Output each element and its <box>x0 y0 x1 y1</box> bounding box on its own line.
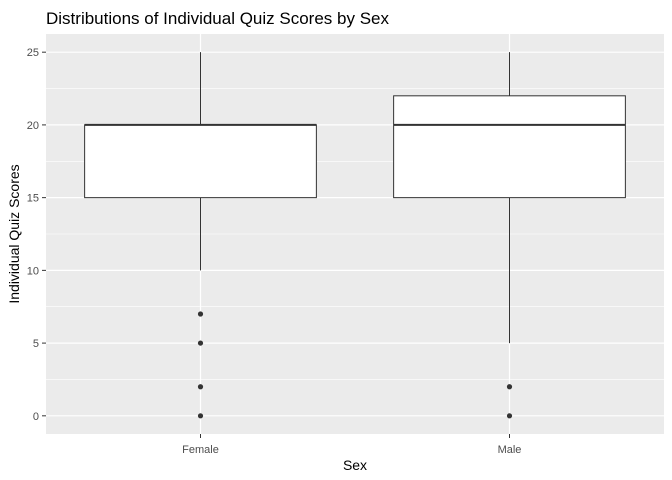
y-tick-label: 5 <box>33 338 39 350</box>
y-tick-label: 0 <box>33 411 39 423</box>
outlier-point <box>197 413 204 419</box>
y-axis-title: Individual Quiz Scores <box>6 164 22 303</box>
chart-title: Distributions of Individual Quiz Scores … <box>46 9 389 28</box>
outlier-point <box>197 384 204 390</box>
outlier-point <box>197 340 204 346</box>
y-tick-label: 15 <box>27 193 39 205</box>
boxes <box>84 52 626 419</box>
box-male <box>393 52 626 419</box>
x-tick-label: Male <box>498 444 522 456</box>
box-female <box>84 52 317 419</box>
y-axis-ticks: 0 5 10 15 20 25 <box>27 47 46 423</box>
y-tick-label: 25 <box>27 47 39 59</box>
box-body <box>393 95 626 199</box>
outlier-point <box>197 311 204 317</box>
x-tick-label: Female <box>182 444 219 456</box>
y-tick-label: 10 <box>27 265 39 277</box>
y-tick-label: 20 <box>27 120 39 132</box>
x-axis-ticks: Female Male <box>182 434 521 456</box>
outlier-point <box>506 413 513 419</box>
outlier-point <box>506 384 513 390</box>
x-axis-title: Sex <box>343 457 367 473</box>
box-body <box>84 124 317 199</box>
